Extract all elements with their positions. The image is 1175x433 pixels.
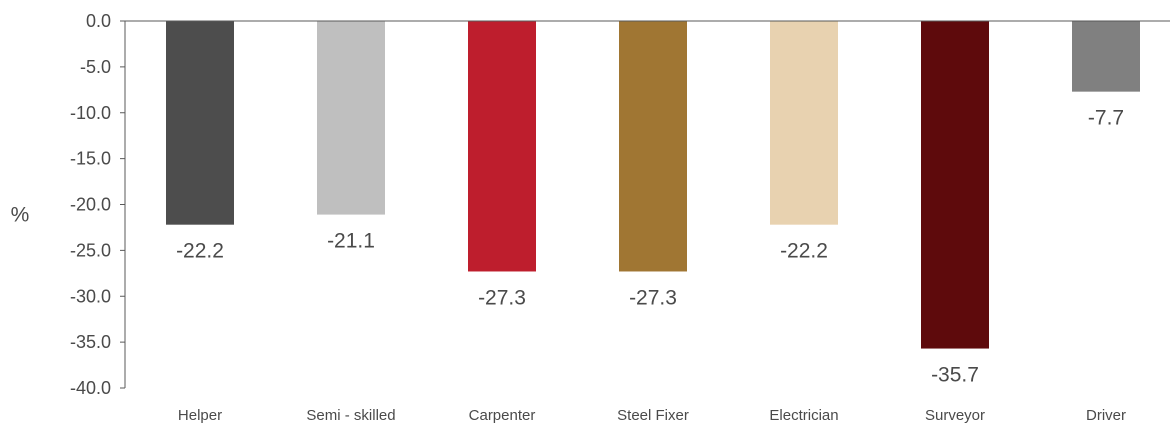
data-label: -21.1 bbox=[327, 230, 375, 253]
y-tick-label: 0.0 bbox=[86, 11, 111, 31]
y-tick-label: -20.0 bbox=[70, 195, 111, 215]
y-axis-label: % bbox=[11, 204, 30, 227]
data-label: -22.2 bbox=[176, 240, 224, 263]
y-tick-label: -10.0 bbox=[70, 103, 111, 123]
data-label: -7.7 bbox=[1088, 107, 1124, 130]
y-tick-label: -40.0 bbox=[70, 378, 111, 398]
x-category-label: Carpenter bbox=[469, 407, 536, 424]
y-tick-label: -30.0 bbox=[70, 286, 111, 306]
bar-electrician bbox=[770, 21, 838, 225]
data-labels-group: -22.2 -21.1 -27.3 -27.3 -22.2 -35.7 -7.7 bbox=[176, 107, 1124, 387]
data-label: -35.7 bbox=[931, 364, 979, 387]
x-category-label: Steel Fixer bbox=[617, 407, 689, 424]
data-label: -22.2 bbox=[780, 240, 828, 263]
y-axis-ticks: 0.0 -5.0 -10.0 -15.0 -20.0 -25.0 -30.0 -35.0 -40… bbox=[70, 11, 125, 398]
x-category-label: Semi - skilled bbox=[306, 407, 395, 424]
x-category-label: Surveyor bbox=[925, 407, 985, 424]
bar-carpenter bbox=[468, 21, 536, 272]
bar-driver bbox=[1072, 21, 1140, 92]
bars-group bbox=[166, 21, 1140, 349]
bar-surveyor bbox=[921, 21, 989, 349]
y-tick-label: -25.0 bbox=[70, 240, 111, 260]
y-tick-label: -35.0 bbox=[70, 332, 111, 352]
bar-semi-skilled bbox=[317, 21, 385, 215]
y-tick-label: -5.0 bbox=[80, 57, 111, 77]
bar-helper bbox=[166, 21, 234, 225]
data-label: -27.3 bbox=[478, 286, 526, 309]
x-category-label: Helper bbox=[178, 407, 222, 424]
y-tick-label: -15.0 bbox=[70, 149, 111, 169]
x-axis-category-labels: Helper Semi - skilled Carpenter Steel Fixer… bbox=[178, 407, 1126, 424]
x-category-label: Electrician bbox=[769, 407, 838, 424]
bar-steel-fixer bbox=[619, 21, 687, 272]
x-category-label: Driver bbox=[1086, 407, 1126, 424]
data-label: -27.3 bbox=[629, 286, 677, 309]
